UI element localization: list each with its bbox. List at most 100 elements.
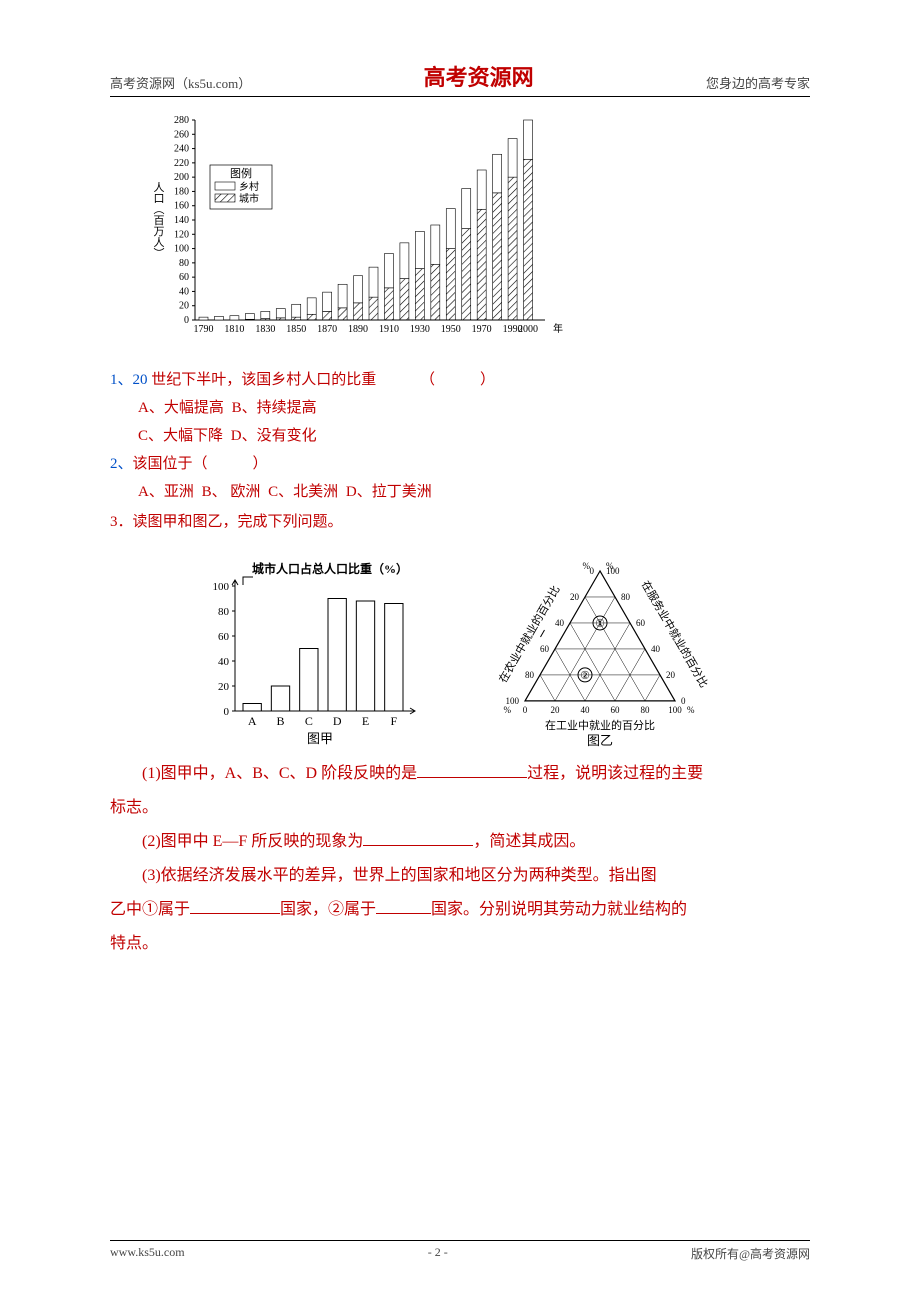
svg-text:60: 60: [611, 705, 621, 715]
svg-text:D: D: [333, 714, 342, 728]
svg-text:A: A: [248, 714, 257, 728]
svg-text:140: 140: [174, 215, 189, 226]
svg-text:人口（百万人）: 人口（百万人）: [152, 181, 165, 258]
svg-text:40: 40: [555, 618, 565, 628]
svg-text:80: 80: [621, 592, 631, 602]
svg-text:1970: 1970: [472, 324, 492, 335]
svg-text:260: 260: [174, 129, 189, 140]
q3-p1b: 过程，说明该过程的主要: [527, 765, 703, 782]
figure-a: 020406080100ABCDEF城市人口占总人口比重（%）图甲: [195, 551, 425, 751]
svg-text:1790: 1790: [194, 324, 214, 335]
svg-text:20: 20: [570, 592, 580, 602]
q3-blank-2: [363, 827, 473, 846]
q3-p1c: 标志。: [110, 799, 158, 816]
svg-text:1930: 1930: [410, 324, 430, 335]
q1-blue-text: 20: [133, 372, 148, 388]
q3-p2: (2)图甲中 E—F 所反映的现象为 ，简述其成因。: [110, 825, 810, 859]
q1-optD: D、没有变化: [231, 428, 317, 444]
page-header: 高考资源网（ks5u.com） 高考资源网 您身边的高考专家: [110, 60, 810, 97]
q3-intro-text: 读图甲和图乙，完成下列问题。: [133, 514, 343, 530]
figure-b: 010002080204060406040608020801000100%%%%…: [475, 551, 725, 751]
footer-left: www.ks5u.com: [110, 1245, 185, 1262]
svg-text:1890: 1890: [348, 324, 368, 335]
q2-options: A、亚洲 B、 欧洲 C、北美洲 D、拉丁美洲: [110, 479, 810, 505]
question-1: 1、20 世纪下半叶，该国乡村人口的比重 （ ）: [110, 367, 810, 393]
svg-text:20: 20: [179, 301, 189, 312]
q3-p3-line3: 特点。: [110, 927, 810, 961]
svg-text:城市人口占总人口比重（%）: 城市人口占总人口比重（%）: [252, 561, 408, 576]
svg-text:1830: 1830: [255, 324, 275, 335]
q3-blank-1: [417, 759, 527, 778]
svg-text:0: 0: [224, 706, 230, 718]
svg-text:图乙: 图乙: [587, 733, 613, 748]
q3-p2a: (2)图甲中 E—F 所反映的现象为: [142, 833, 363, 850]
svg-text:B: B: [276, 714, 284, 728]
q3-p2b: ，简述其成因。: [473, 833, 585, 850]
q3-blank-3: [190, 895, 280, 914]
svg-text:160: 160: [174, 201, 189, 212]
svg-text:0: 0: [590, 566, 595, 576]
svg-text:乡村: 乡村: [239, 180, 259, 193]
svg-text:20: 20: [218, 681, 230, 693]
q3-p1c-line: 标志。: [110, 791, 810, 825]
svg-text:100: 100: [668, 705, 682, 715]
footer-center: - 2 -: [185, 1245, 691, 1262]
page-footer: www.ks5u.com - 2 - 版权所有@高考资源网: [110, 1240, 810, 1262]
svg-text:1950: 1950: [441, 324, 461, 335]
q1-optC: C、大幅下降: [138, 428, 223, 444]
svg-text:0: 0: [523, 705, 528, 715]
svg-text:1810: 1810: [224, 324, 244, 335]
svg-text:0: 0: [184, 315, 189, 326]
svg-text:0: 0: [681, 696, 686, 706]
q2-optA: A、亚洲: [138, 484, 194, 500]
header-right: 您身边的高考专家: [706, 73, 810, 92]
footer-right: 版权所有@高考资源网: [691, 1245, 810, 1262]
q3-blank-4: [376, 895, 431, 914]
svg-text:80: 80: [641, 705, 651, 715]
figure-row: 020406080100ABCDEF城市人口占总人口比重（%）图甲 010002…: [110, 551, 810, 751]
q2-optD: D、拉丁美洲: [346, 484, 432, 500]
q3-subquestions: (1)图甲中，A、B、C、D 阶段反映的是过程，说明该过程的主要 标志。 (2)…: [110, 757, 810, 961]
q1-options-row1: A、大幅提高 B、持续提高: [110, 395, 810, 421]
q3-p3d: 国家。分别说明其劳动力就业结构的: [431, 901, 687, 918]
q2-number: 2、: [110, 456, 133, 472]
svg-text:在工业中就业的百分比: 在工业中就业的百分比: [545, 718, 655, 732]
q2-optC: C、北美洲: [268, 484, 338, 500]
q1-paren: （ ）: [420, 372, 495, 388]
svg-text:60: 60: [218, 631, 230, 643]
question-3-intro: 3．读图甲和图乙，完成下列问题。: [110, 509, 810, 535]
header-title: 高考资源网: [251, 60, 706, 92]
svg-text:C: C: [305, 714, 313, 728]
svg-text:100: 100: [213, 581, 230, 593]
q2-optB: B、 欧洲: [202, 484, 261, 500]
svg-text:120: 120: [174, 229, 189, 240]
svg-text:60: 60: [540, 644, 550, 654]
q1-options-row2: C、大幅下降 D、没有变化: [110, 423, 810, 449]
svg-text:①: ①: [595, 618, 605, 630]
q3-p3-line1: (3)依据经济发展水平的差异，世界上的国家和地区分为两种类型。指出图: [110, 859, 810, 893]
svg-text:200: 200: [174, 172, 189, 183]
svg-text:80: 80: [525, 670, 535, 680]
svg-text:60: 60: [179, 272, 189, 283]
svg-text:F: F: [390, 714, 397, 728]
q3-p3b: 乙中①属于: [110, 901, 190, 918]
svg-text:240: 240: [174, 144, 189, 155]
svg-text:%: %: [687, 705, 695, 715]
svg-text:40: 40: [651, 644, 661, 654]
q1-optB: B、持续提高: [232, 400, 317, 416]
svg-text:20: 20: [666, 670, 676, 680]
header-left: 高考资源网（ks5u.com）: [110, 73, 251, 92]
q3-p3-line2: 乙中①属于国家，②属于国家。分别说明其劳动力就业结构的: [110, 893, 810, 927]
population-chart: 020406080100120140160180200220240260280人…: [140, 105, 810, 359]
svg-text:40: 40: [179, 286, 189, 297]
svg-text:年: 年: [553, 322, 563, 335]
svg-text:40: 40: [581, 705, 591, 715]
svg-text:图甲: 图甲: [307, 731, 333, 746]
q1-text: 世纪下半叶，该国乡村人口的比重: [148, 372, 377, 388]
q3-number: 3．: [110, 514, 133, 530]
svg-text:E: E: [362, 714, 369, 728]
q2-text: 该国位于（ ）: [133, 456, 268, 472]
svg-text:城市: 城市: [239, 192, 259, 205]
svg-text:60: 60: [636, 618, 646, 628]
svg-text:80: 80: [179, 258, 189, 269]
